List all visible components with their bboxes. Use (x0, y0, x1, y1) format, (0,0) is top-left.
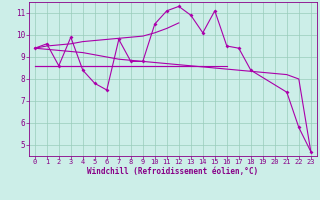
X-axis label: Windchill (Refroidissement éolien,°C): Windchill (Refroidissement éolien,°C) (87, 167, 258, 176)
